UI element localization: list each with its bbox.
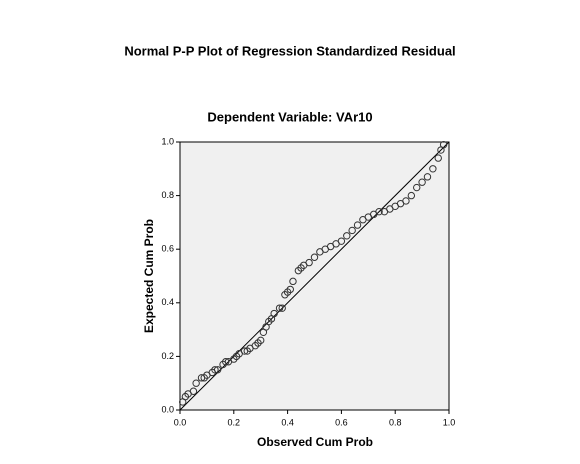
point <box>257 336 265 345</box>
point <box>337 237 346 245</box>
point <box>434 154 442 162</box>
y-axis-label: Expected Cum Prob <box>142 219 156 333</box>
point <box>278 304 286 312</box>
point <box>348 226 356 235</box>
point <box>413 183 421 192</box>
point <box>305 258 313 267</box>
x-axis-label: Observed Cum Prob <box>257 435 373 449</box>
y-tick-label: 0.2 <box>161 351 174 361</box>
x-tick-label: 0.0 <box>174 417 187 427</box>
point <box>375 207 383 216</box>
point <box>270 309 278 318</box>
point <box>275 304 284 312</box>
point <box>407 191 416 200</box>
point <box>222 358 230 366</box>
y-tick-label: 0.4 <box>161 297 174 307</box>
point <box>192 379 200 387</box>
point <box>402 197 410 205</box>
point <box>189 387 198 395</box>
point <box>286 285 294 294</box>
x-tick-label: 0.8 <box>389 417 402 427</box>
x-tick-label: 0.2 <box>228 417 241 427</box>
point <box>353 221 362 229</box>
point <box>439 140 448 149</box>
point <box>211 366 219 374</box>
x-tick-label: 1.0 <box>443 417 456 427</box>
y-tick-label: 0.8 <box>161 190 174 200</box>
x-tick-label: 0.6 <box>335 417 348 427</box>
y-tick-label: 0.0 <box>161 404 174 414</box>
point <box>429 165 437 173</box>
x-tick-label: 0.4 <box>281 417 294 427</box>
point <box>418 178 426 186</box>
point <box>289 277 297 286</box>
point <box>343 232 351 240</box>
point <box>423 173 432 181</box>
y-tick-label: 0.6 <box>161 244 174 254</box>
chart-subtitle: Dependent Variable: VAr10 <box>207 109 372 124</box>
point <box>310 253 319 261</box>
point <box>213 366 222 374</box>
y-tick-label: 1.0 <box>161 136 174 146</box>
chart-title: Normal P-P Plot of Regression Standardiz… <box>124 43 455 58</box>
